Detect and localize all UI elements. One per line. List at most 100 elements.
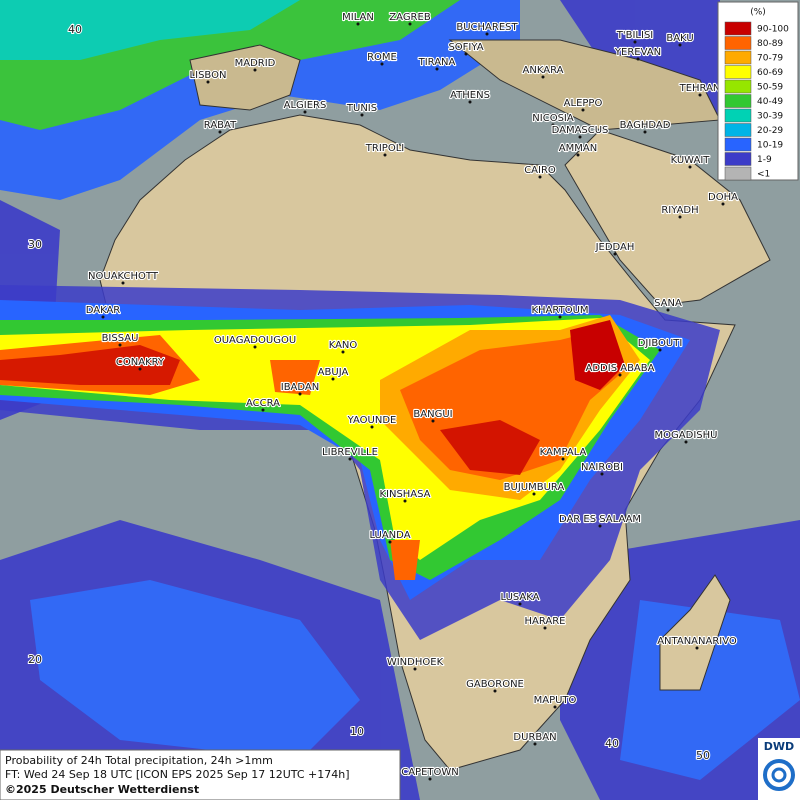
city-label: BUJUMBURA	[504, 482, 565, 493]
city-label: SANA	[654, 298, 682, 309]
city-label: NAIROBI	[581, 462, 623, 473]
city-marker	[678, 43, 682, 47]
city-label: MAPUTO	[534, 695, 577, 706]
city-label: BISSAU	[102, 333, 139, 344]
city-marker	[613, 252, 617, 256]
city-label: DJIBOUTI	[638, 338, 683, 349]
city-label: ROME	[367, 52, 397, 63]
city-marker	[428, 777, 432, 781]
city-marker	[518, 602, 522, 606]
city-marker	[633, 40, 637, 44]
graticule-label: 10	[350, 725, 364, 738]
city-label: YAOUNDE	[347, 415, 397, 426]
city-label: MOGADISHU	[655, 430, 718, 441]
legend-swatch	[724, 137, 752, 152]
city-label: KANO	[329, 340, 358, 351]
city-label: ABUJA	[318, 367, 349, 378]
city-label: JEDDAH	[595, 242, 635, 253]
legend-label: 1-9	[757, 155, 772, 165]
city-marker	[331, 377, 335, 381]
city-marker	[493, 689, 497, 693]
city-label: ALEPPO	[564, 98, 603, 109]
graticule-label: 40	[68, 23, 82, 36]
legend-label: 20-29	[757, 126, 783, 136]
city-label: KAMPALA	[540, 447, 587, 458]
city-label: BAKU	[666, 33, 693, 44]
legend-swatch	[724, 21, 752, 36]
city-label: NOUAKCHOTT	[88, 271, 159, 282]
legend-label: 70-79	[757, 54, 783, 64]
legend-title: (%)	[750, 8, 766, 18]
city-marker	[431, 419, 435, 423]
legend: (%) 90-100 80-89 70-79 60-69 50-59 40-49 30-39…	[717, 1, 799, 181]
city-label: TEHRAN	[679, 83, 721, 94]
city-label: WINDHOEK	[387, 657, 444, 668]
city-label: LIBREVILLE	[322, 447, 378, 458]
city-label: ZAGREB	[389, 12, 431, 23]
city-label: ADDIS ABABA	[586, 363, 655, 374]
city-marker	[138, 367, 142, 371]
city-label: NICOSIA	[532, 113, 574, 124]
city-label: ANKARA	[523, 65, 564, 76]
footer: Probability of 24h Total precipitation, …	[0, 749, 401, 800]
legend-swatch	[724, 65, 752, 79]
footer-box	[0, 749, 401, 800]
graticule-label: 20	[28, 653, 42, 666]
city-marker	[561, 457, 565, 461]
city-label: MILAN	[342, 12, 374, 23]
city-marker	[600, 472, 604, 476]
city-label: BANGUI	[413, 409, 452, 420]
city-marker	[360, 113, 364, 117]
city-label: YEREVAN	[614, 47, 661, 58]
city-marker	[643, 130, 647, 134]
logo: DWD	[758, 738, 800, 800]
city-label: TIRANA	[418, 57, 456, 68]
city-label: DAMASCUS	[552, 125, 609, 136]
city-marker	[576, 153, 580, 157]
city-marker	[578, 135, 582, 139]
city-label: OUAGADOUGOU	[214, 335, 296, 346]
city-marker	[678, 215, 682, 219]
city-marker	[553, 705, 557, 709]
footer-line: Probability of 24h Total precipitation, …	[5, 754, 273, 767]
city-label: ALGIERS	[284, 100, 327, 111]
city-label: KUWAIT	[671, 155, 711, 166]
city-label: LUANDA	[369, 530, 410, 541]
city-marker	[403, 499, 407, 503]
city-marker	[253, 345, 257, 349]
city-marker	[666, 308, 670, 312]
city-marker	[121, 281, 125, 285]
legend-label: 90-100	[757, 25, 789, 35]
legend-label: 80-89	[757, 39, 783, 49]
labels: MILAN ZAGREB BUCHAREST SOFIYA LISBON MADRID RO…	[27, 11, 739, 781]
city-marker	[538, 175, 542, 179]
city-marker	[684, 440, 688, 444]
legend-swatch	[724, 50, 752, 65]
city-marker	[658, 348, 662, 352]
city-marker	[468, 100, 472, 104]
city-marker	[298, 392, 302, 396]
city-marker	[598, 524, 602, 528]
graticule-label: 30	[28, 238, 42, 251]
logo-text: DWD	[764, 740, 794, 753]
city-marker	[388, 540, 392, 544]
city-marker	[532, 492, 536, 496]
city-marker	[101, 315, 105, 319]
city-label: TRIPOLI	[365, 143, 404, 154]
legend-items: 90-100 80-89 70-79 60-69 50-59 40-49 30-39 20-2…	[724, 21, 789, 181]
graticule-label: 40	[605, 737, 619, 750]
city-label: MADRID	[235, 58, 276, 69]
city-marker	[413, 667, 417, 671]
logo-icon	[763, 759, 795, 791]
city-label: BAGHDAD	[620, 120, 671, 131]
legend-label: 50-59	[757, 83, 783, 93]
legend-label: 60-69	[757, 68, 783, 78]
city-label: KHARTOUM	[531, 305, 588, 316]
city-label: RIYADH	[661, 205, 698, 216]
city-label: T'BILISI	[616, 30, 653, 41]
footer-line: FT: Wed 24 Sep 18 UTC [ICON EPS 2025 Sep…	[5, 768, 350, 781]
city-label: DOHA	[708, 192, 738, 203]
city-label: DURBAN	[513, 732, 556, 743]
legend-label: 40-49	[757, 97, 783, 107]
